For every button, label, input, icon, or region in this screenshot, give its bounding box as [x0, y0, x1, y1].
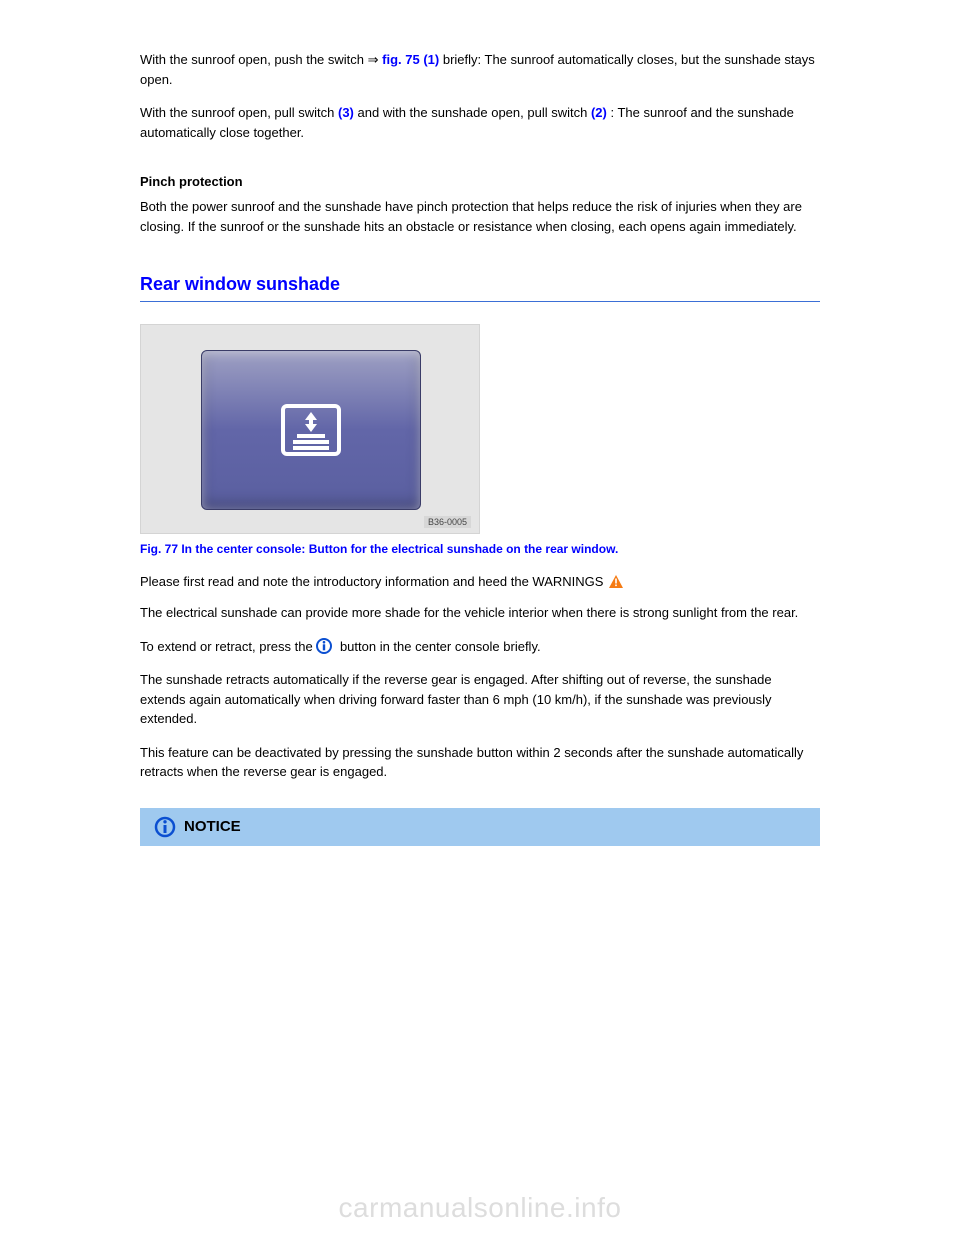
paragraph-shade-info: The electrical sunshade can provide more… [140, 603, 820, 623]
ref-link-2[interactable]: (2) [591, 105, 607, 120]
notice-label: NOTICE [184, 818, 241, 835]
paragraph-deactivate: This feature can be deactivated by press… [140, 743, 820, 782]
text: With the sunroof open, push the switch ⇒ [140, 52, 382, 67]
fig-link-75-1[interactable]: fig. 75 (1) [382, 52, 439, 67]
sunshade-button-image [201, 350, 421, 510]
notice-box: NOTICE [140, 808, 820, 846]
text: button in the center console briefly. [340, 639, 541, 654]
text: With the sunroof open, pull switch [140, 105, 338, 120]
paragraph-extend-retract: To extend or retract, press the button i… [140, 637, 820, 657]
text: To extend or retract, press the [140, 639, 316, 654]
section-title-rear-sunshade: Rear window sunshade [140, 274, 820, 295]
figure-code: B36-0005 [424, 516, 471, 528]
figure-77: B36-0005 [140, 324, 480, 534]
paragraph-sunroof-together: With the sunroof open, pull switch (3) a… [140, 103, 820, 142]
text: Please first read and note the introduct… [140, 574, 607, 589]
paragraph-auto-retract: The sunshade retracts automatically if t… [140, 670, 820, 729]
ref-link-3[interactable]: (3) [338, 105, 354, 120]
paragraph-sunroof-close: With the sunroof open, push the switch ⇒… [140, 50, 820, 89]
section-divider [140, 301, 820, 302]
info-circle-icon [316, 638, 332, 654]
text: and with the sunshade open, pull switch [358, 105, 591, 120]
paragraph-pinch-protection: Both the power sunroof and the sunshade … [140, 197, 820, 236]
watermark: carmanualsonline.info [0, 1192, 960, 1224]
notice-info-icon [154, 816, 176, 838]
intro-warning-line: Please first read and note the introduct… [140, 574, 820, 589]
sunshade-icon [277, 400, 345, 460]
figure-caption: Fig. 77 In the center console: Button fo… [140, 542, 820, 556]
warning-triangle-icon [609, 575, 623, 588]
heading-pinch-protection: Pinch protection [140, 174, 820, 189]
